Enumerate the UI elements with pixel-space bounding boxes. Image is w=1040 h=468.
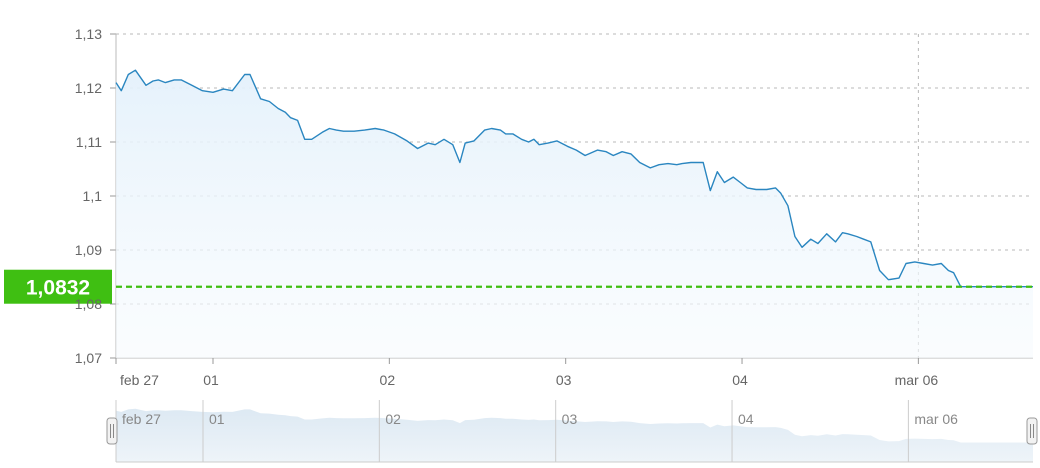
area-fill [116, 70, 1033, 358]
current-value-badge [4, 269, 112, 304]
x-tick-label: feb 27 [120, 372, 159, 388]
y-tick-label: 1,1 [83, 188, 103, 204]
range-navigator[interactable]: feb 27 01 02 03 04 mar 06 [106, 400, 1038, 463]
navigator-tick-label: 04 [738, 411, 754, 427]
series-area [116, 70, 1033, 358]
navigator-area [116, 408, 1033, 462]
navigator-right-handle[interactable] [1026, 417, 1038, 445]
y-tick-label: 1,11 [76, 134, 102, 150]
y-tick-label: 1,09 [75, 242, 102, 258]
y-tick-label: 1,08 [75, 296, 102, 312]
y-tick-label: 1,12 [75, 80, 102, 96]
current-value-label: 1,0832 [26, 277, 90, 300]
navigator-tick-label: 01 [209, 411, 225, 427]
x-tick-label: 04 [732, 372, 748, 388]
x-axis-ticks: feb 27 01 02 03 04 mar 06 [120, 372, 938, 388]
y-tick-label: 1,07 [75, 350, 102, 366]
navigator-tick-label: 02 [385, 411, 401, 427]
navigator-tick-label: feb 27 [122, 411, 161, 427]
current-value-marker: 1,0832 [4, 269, 1033, 304]
y-axis-ticks: 1,07 1,08 1,09 1,1 1,11 1,12 1,13 [75, 26, 102, 366]
x-tick-label: mar 06 [895, 372, 939, 388]
y-tick-label: 1,13 [75, 26, 102, 42]
navigator-tick-label: 03 [562, 411, 578, 427]
navigator-tick-label: mar 06 [914, 411, 958, 427]
x-tick-label: 02 [380, 372, 396, 388]
x-tick-label: 01 [203, 372, 219, 388]
series-line [115, 69, 1033, 288]
x-tick-label: 03 [556, 372, 572, 388]
price-series [115, 69, 1033, 288]
navigator-left-handle[interactable] [106, 417, 118, 445]
